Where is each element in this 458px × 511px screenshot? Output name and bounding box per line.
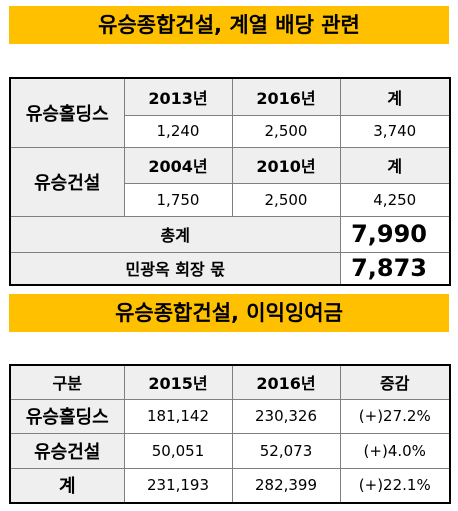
holdings-label: 유승홀딩스 (9, 77, 125, 148)
retained-header-row: 구분 2015년 2016년 증감 (9, 364, 451, 400)
table-row: 유승홀딩스 181,142 230,326 (+)27.2% (9, 398, 451, 434)
grand-total-value: 7,990 (339, 215, 451, 253)
header-change: 증감 (339, 364, 451, 400)
row-2016: 230,326 (231, 398, 341, 434)
holdings-header-row: 유승홀딩스 2013년 2016년 계 (9, 77, 451, 148)
holdings-value-2: 2,500 (231, 114, 341, 148)
grand-total-label: 총계 (9, 215, 341, 253)
construction-value-total: 4,250 (339, 182, 451, 217)
row-2015: 181,142 (123, 398, 233, 434)
construction-year-1: 2004년 (123, 146, 233, 184)
holdings-value-1: 1,240 (123, 114, 233, 148)
construction-value-row: 1,750 2,500 4,250 (10, 182, 451, 217)
chairman-share-row: 민광옥 회장 몫 7,873 (9, 251, 451, 286)
row-change: (+)4.0% (339, 432, 451, 469)
header-category: 구분 (9, 364, 125, 400)
header-2015: 2015년 (123, 364, 233, 400)
row-label: 유승홀딩스 (9, 398, 125, 434)
holdings-year-1: 2013년 (123, 77, 233, 116)
chairman-share-label: 민광옥 회장 몫 (9, 251, 341, 286)
construction-value-1: 1,750 (123, 182, 233, 217)
row-2015: 231,193 (123, 467, 233, 504)
holdings-year-2: 2016년 (231, 77, 341, 116)
table-row: 유승건설 50,051 52,073 (+)4.0% (9, 432, 451, 469)
dividend-section-title: 유승종합건설, 계열 배당 관련 (9, 6, 449, 44)
holdings-value-total: 3,740 (339, 114, 451, 148)
row-change: (+)27.2% (339, 398, 451, 434)
row-2016: 282,399 (231, 467, 341, 504)
grand-total-row: 총계 7,990 (9, 215, 451, 253)
row-change: (+)22.1% (339, 467, 451, 504)
row-label: 유승건설 (9, 432, 125, 469)
construction-total-header: 계 (339, 146, 451, 184)
chairman-share-value: 7,873 (339, 251, 451, 286)
table-row: 계 231,193 282,399 (+)22.1% (9, 467, 451, 504)
holdings-value-row: 1,240 2,500 3,740 (10, 114, 451, 148)
row-label: 계 (9, 467, 125, 504)
row-2015: 50,051 (123, 432, 233, 469)
row-2016: 52,073 (231, 432, 341, 469)
dividend-table: 유승홀딩스 2013년 2016년 계 1,240 2,500 3,740 유승… (9, 77, 451, 286)
header-2016: 2016년 (231, 364, 341, 400)
construction-year-2: 2010년 (231, 146, 341, 184)
construction-value-2: 2,500 (231, 182, 341, 217)
retained-earnings-table: 구분 2015년 2016년 증감 유승홀딩스 181,142 230,326 … (9, 364, 451, 504)
construction-label: 유승건설 (9, 146, 125, 217)
retained-earnings-section-title: 유승종합건설, 이익잉여금 (9, 294, 449, 332)
construction-header-row: 유승건설 2004년 2010년 계 (9, 146, 451, 217)
holdings-total-header: 계 (339, 77, 451, 116)
